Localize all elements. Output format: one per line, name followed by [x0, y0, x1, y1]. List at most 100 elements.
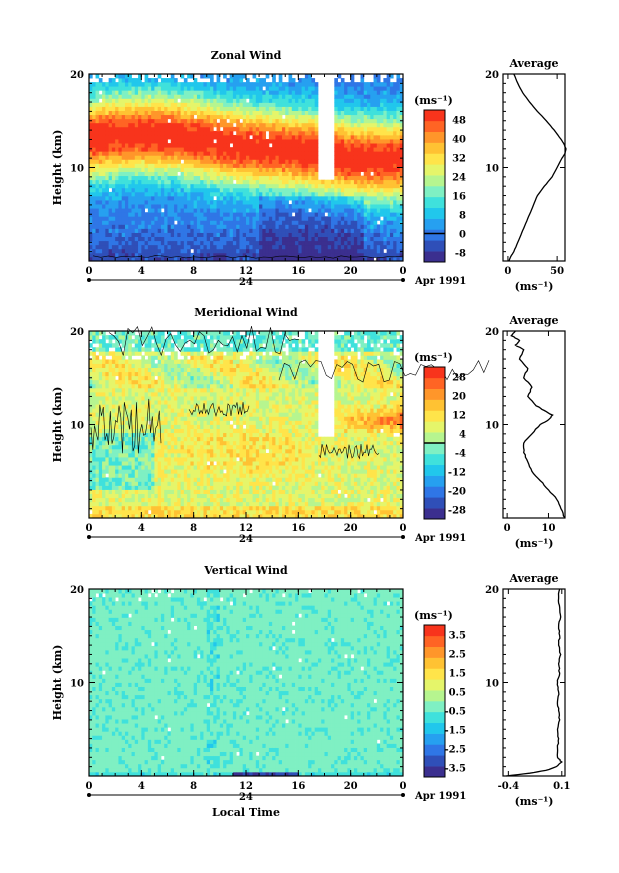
heatmap-cell — [157, 252, 162, 258]
heatmap-cell — [363, 82, 368, 87]
heatmap-cell — [108, 200, 113, 205]
heatmap-cell — [219, 220, 224, 225]
heatmap-cell — [210, 114, 214, 120]
heatmap-cell — [265, 167, 270, 172]
heatmap-cell — [121, 195, 126, 201]
heatmap-cell — [396, 183, 401, 189]
heatmap-cell — [242, 126, 247, 132]
heatmap-cell — [95, 159, 100, 164]
heatmap-cell — [144, 159, 149, 164]
heatmap-cell — [311, 212, 316, 217]
heatmap-cell — [317, 204, 322, 209]
heatmap-cell — [124, 94, 129, 99]
heatmap-cell — [131, 179, 136, 185]
heatmap-cell — [236, 204, 240, 209]
heatmap-cell — [314, 106, 319, 111]
heatmap-cell — [380, 224, 384, 229]
heatmap-cell — [187, 122, 191, 128]
heatmap-cell — [285, 86, 289, 91]
heatmap-cell — [291, 200, 296, 205]
heatmap-cell — [337, 110, 342, 116]
heatmap-cell — [196, 240, 201, 246]
heatmap-cell — [308, 244, 312, 250]
heatmap-cell — [275, 139, 280, 144]
heatmap-cell — [89, 396, 93, 401]
heatmap-cell — [252, 191, 257, 197]
heatmap-cell — [147, 240, 152, 246]
heatmap-cell — [167, 232, 172, 238]
heatmap-cell — [95, 444, 100, 450]
heatmap-cell — [304, 204, 309, 209]
heatmap-cell — [304, 163, 309, 168]
heatmap-cell — [118, 400, 123, 405]
heatmap-cell — [216, 106, 221, 111]
heatmap-cell — [304, 220, 309, 225]
heatmap-cell — [308, 212, 312, 217]
heatmap-cell — [367, 122, 371, 128]
heatmap-cell — [229, 163, 234, 168]
heatmap-cell — [134, 387, 139, 393]
heatmap-cell — [399, 171, 404, 177]
heatmap-cell — [317, 187, 322, 193]
heatmap-cell — [108, 151, 113, 156]
heatmap-cell — [203, 244, 208, 250]
heatmap-cell — [314, 167, 319, 172]
heatmap-cell — [102, 248, 106, 254]
heatmap-cell — [105, 195, 110, 201]
heatmap-cell — [255, 151, 260, 156]
heatmap-cell — [128, 469, 132, 474]
heatmap-cell — [232, 110, 237, 116]
heatmap-cell — [347, 236, 352, 242]
heatmap-cell — [295, 98, 299, 103]
heatmap-cell — [249, 82, 253, 87]
heatmap-cell — [353, 90, 358, 95]
heatmap-cell — [203, 224, 208, 229]
heatmap-cell — [180, 126, 185, 132]
heatmap-cell — [151, 240, 155, 246]
heatmap-cell — [383, 187, 388, 193]
heatmap-cell — [187, 143, 191, 148]
heatmap-cell — [353, 212, 358, 217]
heatmap-cell — [370, 240, 374, 246]
heatmap-cell — [216, 171, 221, 177]
heatmap-cell — [121, 513, 126, 519]
heatmap-cell — [98, 469, 103, 474]
heatmap-cell — [170, 78, 175, 83]
heatmap-cell — [373, 106, 378, 111]
heatmap-cell — [272, 232, 276, 238]
heatmap-cell — [223, 114, 227, 120]
heatmap-cell — [383, 171, 388, 177]
heatmap-cell — [206, 200, 211, 205]
heatmap-cell — [219, 179, 224, 185]
heatmap-cell — [327, 248, 332, 254]
heatmap-cell — [223, 244, 227, 250]
heatmap-cell — [353, 256, 358, 262]
heatmap-cell — [363, 220, 368, 225]
heatmap-cell — [105, 452, 110, 458]
heatmap-cell — [131, 252, 136, 258]
heatmap-cell — [298, 139, 302, 144]
heatmap-cell — [128, 416, 132, 421]
heatmap-cell — [344, 94, 348, 99]
heatmap-cell — [396, 159, 401, 164]
heatmap-cell — [210, 134, 214, 140]
heatmap-cell — [187, 191, 191, 197]
heatmap-cell — [311, 114, 316, 120]
heatmap-cell — [131, 452, 136, 458]
heatmap-cell — [111, 106, 116, 111]
heatmap-cell — [389, 208, 394, 213]
heatmap-cell — [131, 78, 136, 83]
heatmap-cell — [196, 171, 201, 177]
heatmap-cell — [164, 244, 168, 250]
heatmap-cell — [344, 134, 348, 140]
heatmap-cell — [131, 126, 136, 132]
heatmap-cell — [311, 244, 316, 250]
heatmap-cell — [360, 139, 365, 144]
heatmap-cell — [265, 90, 270, 95]
heatmap-cell — [183, 126, 188, 132]
heatmap-cell — [89, 424, 93, 429]
heatmap-cell — [340, 143, 345, 148]
heatmap-cell — [272, 208, 276, 213]
heatmap-cell — [360, 159, 365, 164]
heatmap-cell — [154, 200, 159, 205]
